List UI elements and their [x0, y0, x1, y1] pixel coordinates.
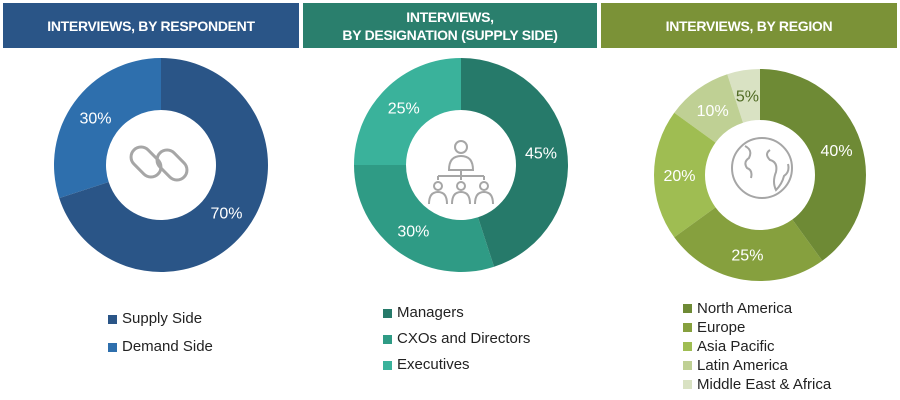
- legend-label: Asia Pacific: [697, 338, 775, 355]
- slice-supply-side: [59, 58, 268, 272]
- header-title: INTERVIEWS, BY REGION: [665, 17, 833, 34]
- slice-latin-america: [674, 74, 744, 143]
- legend-label: Supply Side: [122, 310, 203, 327]
- legend-swatch: [383, 360, 392, 370]
- legend-label: CXOs and Directors: [397, 330, 531, 347]
- slice-demand-side: [53, 58, 162, 199]
- header-respondent: INTERVIEWS, BY RESPONDENT: [3, 3, 299, 48]
- header-title-line2: BY DESIGNATION (SUPPLY SIDE): [342, 26, 558, 43]
- legend-swatch: [683, 342, 692, 351]
- legend-item: Europe: [683, 318, 831, 337]
- legend-label: Europe: [697, 319, 746, 336]
- legend-item: Middle East & Africa: [683, 375, 831, 394]
- slice-managers: [461, 58, 568, 267]
- legend-swatch: [683, 380, 692, 389]
- legend-label: Demand Side: [122, 338, 213, 355]
- legend-label: North America: [697, 300, 793, 317]
- legend-swatch: [683, 304, 692, 313]
- legend-item: Executives: [383, 352, 530, 378]
- data-label: 20%: [663, 168, 695, 185]
- legend-label: Executives: [397, 356, 470, 373]
- legend-swatch: [383, 334, 392, 344]
- legend-item: Supply Side: [108, 305, 213, 333]
- data-label: 30%: [79, 110, 111, 127]
- legend-item: CXOs and Directors: [383, 326, 530, 352]
- slice-europe: [674, 207, 823, 281]
- data-label: 25%: [388, 101, 420, 118]
- legend-swatch: [108, 342, 117, 352]
- legend-item: Demand Side: [108, 333, 213, 361]
- legend-item: Managers: [383, 300, 530, 326]
- legend-item: North America: [683, 299, 831, 318]
- org-hierarchy-icon: [428, 140, 494, 205]
- chain-link-icon: [129, 145, 189, 182]
- data-label: 30%: [397, 224, 429, 241]
- data-label: 25%: [731, 248, 763, 265]
- legend-swatch: [683, 323, 692, 332]
- header-title: INTERVIEWS, BY RESPONDENT: [47, 17, 255, 34]
- data-label: 5%: [736, 88, 759, 105]
- data-label: 45%: [525, 145, 557, 162]
- data-label: 70%: [211, 206, 243, 223]
- slice-north-america: [760, 69, 866, 261]
- legend-label: Managers: [397, 304, 464, 321]
- slice-middle-east-africa: [727, 69, 760, 123]
- data-label: 40%: [821, 143, 853, 160]
- slice-cxos-and-directors: [354, 165, 495, 272]
- header-region: INTERVIEWS, BY REGION: [601, 3, 897, 48]
- legend-item: Latin America: [683, 356, 831, 375]
- legend-designation: Managers CXOs and Directors Executives: [383, 300, 530, 378]
- legend-swatch: [383, 308, 392, 318]
- legend-respondent: Supply Side Demand Side: [108, 305, 213, 361]
- legend-label: Latin America: [697, 357, 788, 374]
- slice-executives: [354, 58, 461, 165]
- slice-asia-pacific: [653, 112, 716, 238]
- legend-swatch: [108, 314, 117, 324]
- legend-item: Asia Pacific: [683, 337, 831, 356]
- globe-icon: [731, 137, 793, 199]
- legend-swatch: [683, 361, 692, 370]
- legend-region: North America Europe Asia Pacific Latin Ame…: [683, 299, 831, 394]
- legend-label: Middle East & Africa: [697, 376, 832, 393]
- data-label: 10%: [697, 103, 729, 120]
- header-designation: INTERVIEWS, BY DESIGNATION (SUPPLY SIDE): [303, 3, 597, 48]
- header-title-line1: INTERVIEWS,: [406, 8, 494, 25]
